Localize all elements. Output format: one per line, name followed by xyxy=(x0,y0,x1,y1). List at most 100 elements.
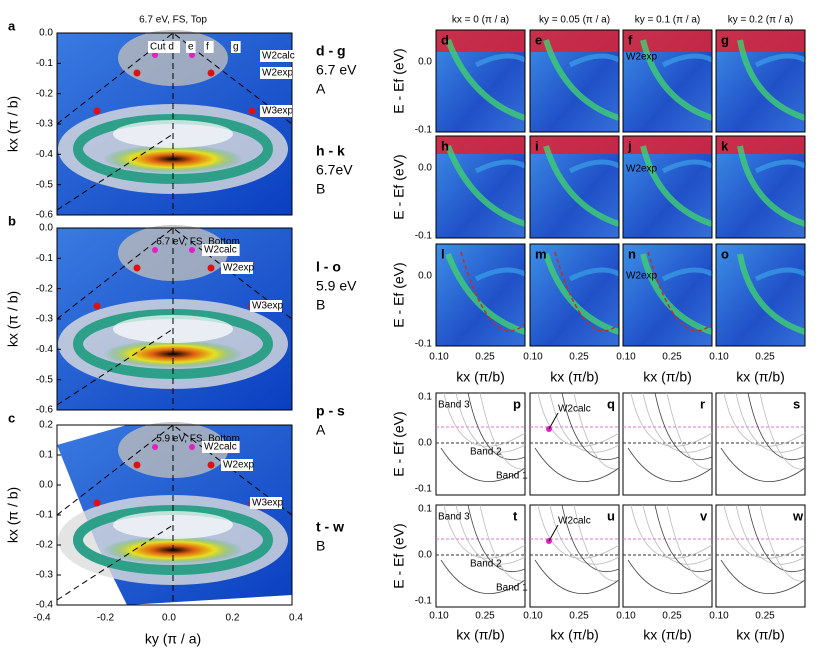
y-tick-label: -0.3 xyxy=(36,314,54,325)
band xyxy=(543,145,620,227)
group-label: p - s xyxy=(316,403,345,419)
panel-letter: j xyxy=(627,138,632,153)
x-label: kx (π/b) xyxy=(550,369,599,385)
band xyxy=(737,253,806,335)
calc-band xyxy=(561,392,620,461)
calc-panel xyxy=(529,392,620,496)
calc-band xyxy=(627,447,713,482)
y-tick-label: -0.2 xyxy=(36,540,54,551)
group-label: B xyxy=(316,297,325,313)
noise xyxy=(530,136,619,154)
frame xyxy=(529,29,620,133)
y-tick-label: -0.5 xyxy=(36,374,54,385)
band xyxy=(474,159,527,174)
exp-point xyxy=(207,461,215,469)
calc-band xyxy=(479,392,526,470)
column-header: kx = 0 (π / a) xyxy=(452,15,509,26)
calc-band xyxy=(627,559,713,594)
noise xyxy=(716,30,805,52)
x-tick-label: 0.10 xyxy=(523,611,543,622)
panel-letter: n xyxy=(628,246,636,261)
annotation: W2exp xyxy=(626,52,658,63)
band xyxy=(754,159,807,174)
annotation: W2exp xyxy=(223,460,255,471)
band xyxy=(737,145,806,227)
y-tick-label: 0.1 xyxy=(39,450,53,461)
group-label: 6.7 eV xyxy=(316,62,357,78)
noise xyxy=(716,136,805,154)
frame xyxy=(435,135,526,239)
y-label: E - Ef (eV) xyxy=(391,48,407,113)
y-tick-label: -0.2 xyxy=(36,88,54,99)
annotation: e xyxy=(188,42,194,53)
calc-band xyxy=(654,504,713,573)
y-tick-label: 0.0 xyxy=(39,480,53,491)
band-label: Band 2 xyxy=(470,447,502,458)
calc-band xyxy=(479,504,526,582)
label-box xyxy=(202,441,240,453)
y-label: E - Ef (eV) xyxy=(391,523,407,588)
band xyxy=(754,267,807,282)
calc-band xyxy=(534,447,620,482)
band xyxy=(754,53,807,68)
exp-point xyxy=(207,69,215,77)
panel-title: 6.7 eV, FS, Bottom xyxy=(156,237,240,248)
calc-band xyxy=(443,504,526,559)
fit xyxy=(554,251,620,332)
y-label: E - Ef (eV) xyxy=(391,154,407,219)
arpes-map xyxy=(716,244,805,346)
x-label: kx (π/b) xyxy=(456,627,505,643)
x-label: kx (π/b) xyxy=(643,369,692,385)
x-tick-label: 0.25 xyxy=(569,352,589,363)
calc-band xyxy=(642,392,713,453)
x-tick-label: 0.10 xyxy=(709,352,729,363)
label-box xyxy=(202,244,240,256)
x-tick-label: -0.4 xyxy=(33,613,51,624)
calc-band xyxy=(720,447,806,482)
y-tick-label: -0.1 xyxy=(415,596,433,607)
calc-band xyxy=(666,392,713,470)
exp-point xyxy=(93,499,101,507)
calc-point xyxy=(152,52,158,58)
band xyxy=(640,145,713,227)
y-tick-label: -0.3 xyxy=(36,570,54,581)
frame xyxy=(715,243,806,347)
column-header: ky = 0.05 (π / a) xyxy=(539,15,610,26)
x-tick-label: 0.25 xyxy=(475,611,495,622)
y-tick-label: 0.1 xyxy=(418,392,432,403)
frame xyxy=(622,29,713,133)
annotation: g xyxy=(233,42,239,53)
panel-letter: i xyxy=(535,138,539,153)
x-tick-label: 0.0 xyxy=(162,613,176,624)
calc-band xyxy=(642,504,713,565)
x-label: kx (π/b) xyxy=(736,369,785,385)
calc-band xyxy=(534,559,620,594)
y-tick-label: -0.3 xyxy=(36,119,54,130)
x-tick-label: 0.10 xyxy=(616,611,636,622)
x-tick-label: 0.25 xyxy=(755,611,775,622)
frame xyxy=(622,243,713,347)
calc-band xyxy=(666,504,713,582)
panel-letter: s xyxy=(793,396,800,411)
panel-letter: d xyxy=(441,32,449,47)
calc-point xyxy=(152,247,158,253)
band xyxy=(445,144,526,227)
calc-band xyxy=(654,392,713,461)
group-label: 5.9 eV xyxy=(316,278,357,294)
label-box xyxy=(250,497,282,509)
group-label: A xyxy=(316,422,326,438)
calc-panel xyxy=(622,504,713,608)
calc-band xyxy=(549,504,620,565)
calc-band xyxy=(443,392,526,447)
exp-point xyxy=(207,264,215,272)
calc-panel xyxy=(435,504,526,608)
panel-title: 5.9 eV, FS, Bottom xyxy=(156,434,240,445)
y-tick-label: -0.1 xyxy=(36,510,54,521)
y-tick-label: -0.1 xyxy=(36,58,54,69)
calc-band xyxy=(759,504,806,582)
x-label: kx (π/b) xyxy=(736,627,785,643)
band xyxy=(445,38,526,121)
calc-band xyxy=(537,392,620,447)
